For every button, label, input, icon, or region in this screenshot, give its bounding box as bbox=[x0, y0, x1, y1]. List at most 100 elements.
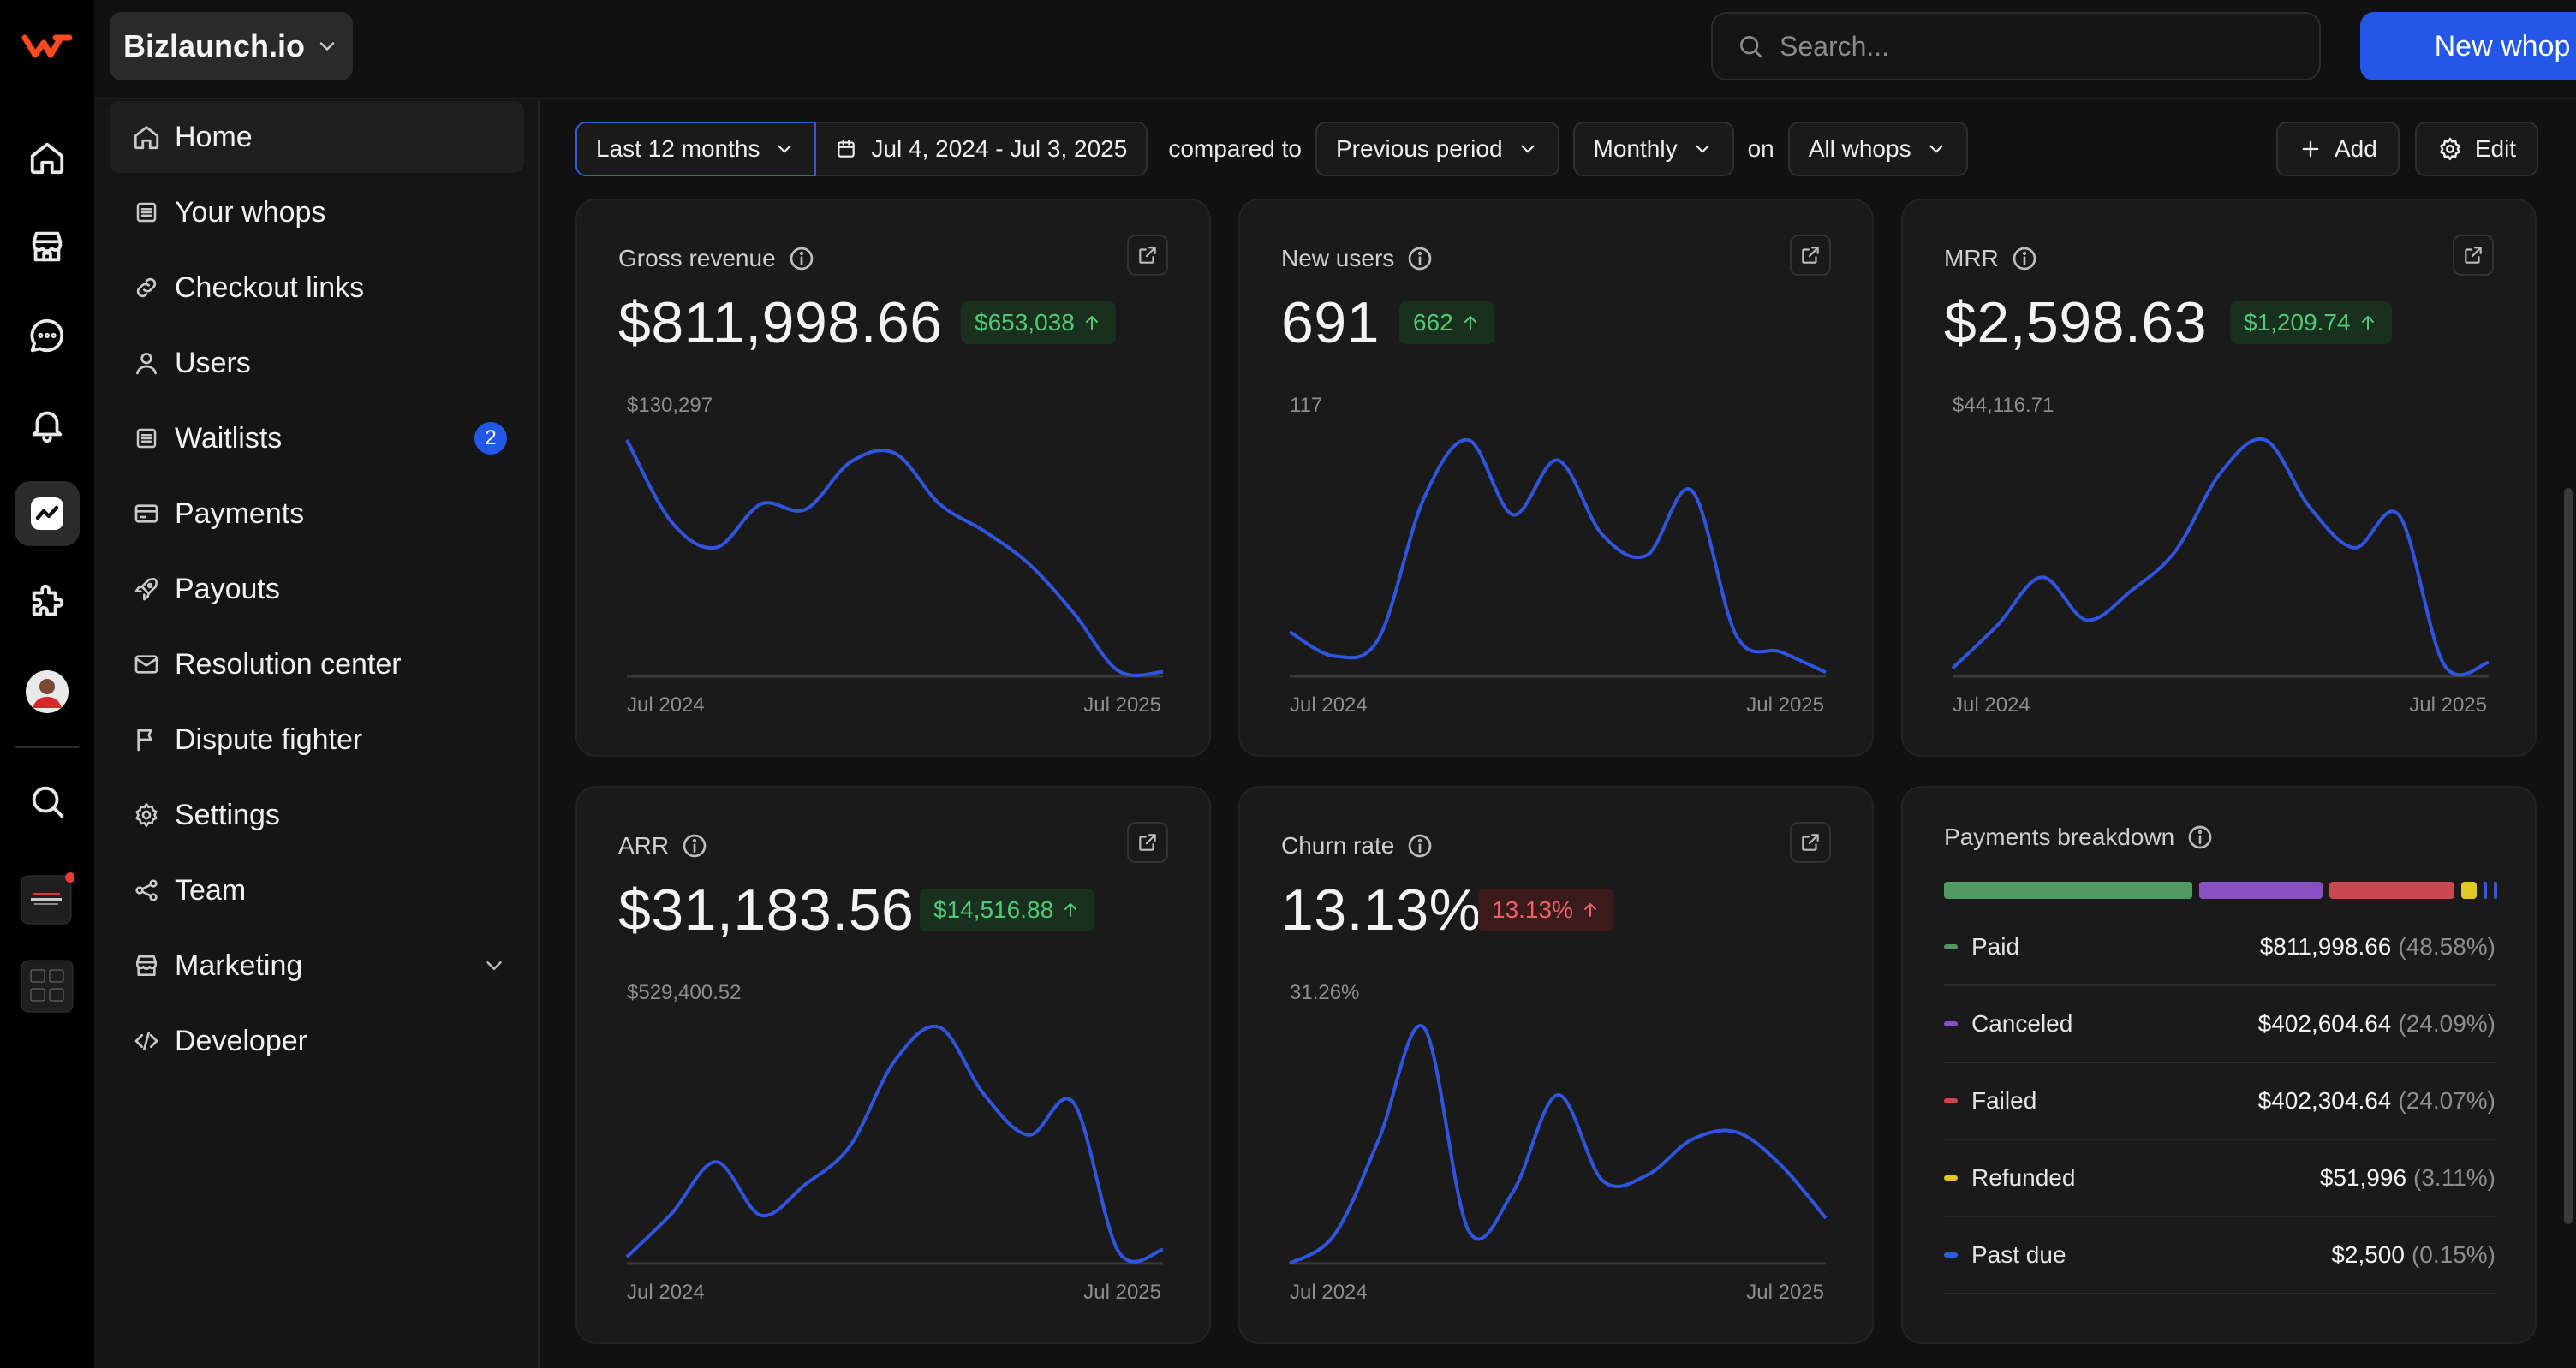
whop-logo-icon[interactable] bbox=[15, 14, 80, 79]
sidebar-item-resolution-center[interactable]: Resolution center bbox=[110, 628, 524, 700]
open-external-button[interactable] bbox=[1790, 235, 1831, 276]
data-point-11[interactable] bbox=[1774, 1157, 1789, 1173]
data-point-7[interactable] bbox=[932, 1020, 947, 1035]
interval-select[interactable]: Monthly bbox=[1572, 122, 1734, 176]
data-point-11[interactable] bbox=[1111, 1243, 1126, 1258]
data-point-11[interactable] bbox=[2436, 657, 2452, 672]
info-icon[interactable] bbox=[1406, 832, 1434, 859]
scope-select[interactable]: All whops bbox=[1787, 122, 1968, 176]
edit-button[interactable]: Edit bbox=[2414, 122, 2539, 176]
data-point-9[interactable] bbox=[1685, 1132, 1700, 1147]
bar-segment-3[interactable] bbox=[2461, 882, 2477, 899]
data-point-12[interactable] bbox=[1818, 664, 1834, 680]
data-point-8[interactable] bbox=[1639, 548, 1655, 563]
sidebar-item-waitlists[interactable]: Waitlists 2 bbox=[110, 402, 524, 474]
data-point-10[interactable] bbox=[1729, 628, 1744, 644]
data-point-5[interactable] bbox=[1506, 1184, 1521, 1199]
info-icon[interactable] bbox=[2011, 245, 2038, 272]
sidebar-item-payouts[interactable]: Payouts bbox=[110, 553, 524, 625]
info-icon[interactable] bbox=[2186, 824, 2214, 851]
data-point-2[interactable] bbox=[1371, 1131, 1386, 1146]
data-point-5[interactable] bbox=[843, 1138, 858, 1153]
data-point-4[interactable] bbox=[1461, 432, 1476, 448]
add-button[interactable]: Add bbox=[2276, 122, 2400, 176]
puzzle-icon[interactable] bbox=[15, 570, 80, 635]
workspace-switcher[interactable]: Bizlaunch.io bbox=[110, 12, 353, 80]
bar-segment-4[interactable] bbox=[2484, 882, 2487, 899]
data-point-2[interactable] bbox=[708, 1154, 724, 1169]
data-point-6[interactable] bbox=[887, 1053, 903, 1068]
sidebar-item-team[interactable]: Team bbox=[110, 854, 524, 926]
data-point-7[interactable] bbox=[1595, 1173, 1610, 1188]
data-point-2[interactable] bbox=[1371, 630, 1386, 645]
data-point-11[interactable] bbox=[1774, 645, 1789, 660]
search-input[interactable] bbox=[1778, 29, 2261, 63]
data-point-5[interactable] bbox=[1506, 507, 1521, 522]
data-point-9[interactable] bbox=[1022, 1127, 1037, 1143]
store-icon[interactable] bbox=[15, 214, 80, 279]
data-point-5[interactable] bbox=[843, 455, 858, 470]
data-point-8[interactable] bbox=[1639, 1168, 1655, 1183]
sidebar-item-checkout-links[interactable]: Checkout links bbox=[110, 252, 524, 324]
data-point-9[interactable] bbox=[2347, 540, 2363, 556]
whop-thumbnail-funnel[interactable] bbox=[15, 866, 80, 931]
new-whop-button[interactable]: New whop bbox=[2360, 12, 2576, 80]
data-point-2[interactable] bbox=[708, 540, 724, 556]
sidebar-item-home[interactable]: Home bbox=[110, 101, 524, 173]
data-point-6[interactable] bbox=[2213, 465, 2228, 480]
open-external-button[interactable] bbox=[2453, 235, 2494, 276]
sidebar-item-developer[interactable]: Developer bbox=[110, 1005, 524, 1077]
data-point-1[interactable] bbox=[664, 1206, 679, 1222]
info-icon[interactable] bbox=[788, 245, 815, 272]
open-external-button[interactable] bbox=[1127, 822, 1168, 863]
data-point-4[interactable] bbox=[2124, 583, 2139, 598]
bar-segment-2[interactable] bbox=[2329, 882, 2454, 899]
data-point-3[interactable] bbox=[1416, 491, 1432, 506]
data-point-3[interactable] bbox=[2079, 612, 2095, 627]
sidebar-item-marketing[interactable]: Marketing bbox=[110, 930, 524, 1002]
data-point-0[interactable] bbox=[1282, 624, 1297, 639]
data-point-10[interactable] bbox=[1729, 1124, 1744, 1139]
data-point-9[interactable] bbox=[1022, 556, 1037, 572]
page-scrollbar[interactable] bbox=[2564, 488, 2573, 1224]
open-external-button[interactable] bbox=[1790, 822, 1831, 863]
profile-avatar[interactable] bbox=[15, 659, 80, 724]
data-point-8[interactable] bbox=[2302, 500, 2317, 515]
bar-segment-0[interactable] bbox=[1944, 882, 2192, 899]
data-point-1[interactable] bbox=[1989, 618, 2005, 633]
data-point-10[interactable] bbox=[1066, 605, 1082, 621]
data-point-4[interactable] bbox=[798, 502, 814, 517]
data-point-3[interactable] bbox=[1416, 1020, 1432, 1035]
analytics-icon[interactable] bbox=[15, 481, 80, 546]
data-point-11[interactable] bbox=[1111, 663, 1126, 679]
info-icon[interactable] bbox=[681, 832, 708, 859]
search-box[interactable] bbox=[1711, 12, 2321, 80]
data-point-12[interactable] bbox=[1155, 664, 1171, 680]
data-point-4[interactable] bbox=[1461, 1222, 1476, 1238]
data-point-6[interactable] bbox=[1550, 1087, 1565, 1103]
bar-segment-1[interactable] bbox=[2199, 882, 2323, 899]
home-icon[interactable] bbox=[15, 125, 80, 190]
data-point-6[interactable] bbox=[887, 446, 903, 461]
bar-segment-5[interactable] bbox=[2494, 882, 2497, 899]
data-point-0[interactable] bbox=[1282, 1256, 1297, 1271]
data-point-3[interactable] bbox=[754, 1208, 769, 1223]
chevron-down-icon[interactable] bbox=[481, 953, 507, 978]
data-point-2[interactable] bbox=[2034, 569, 2049, 585]
data-point-0[interactable] bbox=[619, 1249, 635, 1264]
data-point-1[interactable] bbox=[664, 514, 679, 530]
range-select[interactable]: Last 12 months bbox=[575, 122, 817, 176]
sidebar-item-payments[interactable]: Payments bbox=[110, 478, 524, 550]
sidebar-item-dispute-fighter[interactable]: Dispute fighter bbox=[110, 704, 524, 776]
date-range-picker[interactable]: Jul 4, 2024 - Jul 3, 2025 bbox=[816, 122, 1148, 176]
open-external-button[interactable] bbox=[1127, 235, 1168, 276]
data-point-9[interactable] bbox=[1685, 483, 1700, 498]
data-point-10[interactable] bbox=[2392, 508, 2407, 523]
sidebar-item-settings[interactable]: Settings bbox=[110, 779, 524, 851]
data-point-3[interactable] bbox=[754, 497, 769, 512]
data-point-12[interactable] bbox=[1155, 1242, 1171, 1258]
bell-icon[interactable] bbox=[15, 392, 80, 457]
data-point-0[interactable] bbox=[619, 432, 635, 448]
whop-thumbnail-grid[interactable] bbox=[15, 954, 80, 1019]
data-point-8[interactable] bbox=[976, 1087, 992, 1103]
